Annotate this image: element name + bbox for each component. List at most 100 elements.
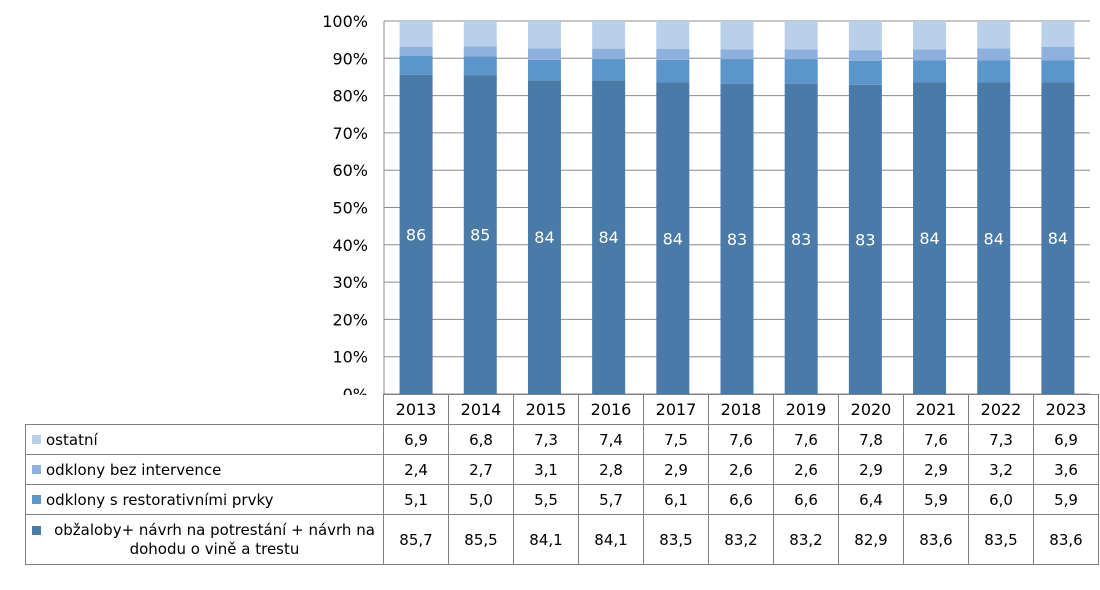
y-tick-label: 40% [332, 236, 368, 255]
bar-segment-1 [592, 59, 626, 81]
x-tick-label: 2014 [448, 394, 514, 425]
bar-2017: 84 [656, 21, 690, 395]
data-label: 84 [598, 228, 618, 247]
bar-segment-3 [977, 21, 1011, 49]
x-tick-label: 2013 [383, 394, 449, 425]
bar-segment-1 [1041, 60, 1075, 83]
bar-segment-3 [656, 21, 690, 49]
legend-label: ostatní [46, 430, 98, 449]
y-tick-label: 80% [332, 87, 368, 106]
table-cell: 6,0 [968, 484, 1034, 515]
table-cell: 6,9 [1033, 424, 1099, 455]
bar-segment-2 [720, 49, 754, 60]
y-tick-label: 20% [332, 310, 368, 329]
x-tick-label: 2022 [968, 394, 1034, 425]
table-cell: 2,4 [383, 454, 449, 485]
table-cell: 83,2 [708, 514, 774, 565]
bar-segment-0 [399, 74, 433, 395]
table-cell: 5,9 [903, 484, 969, 515]
y-tick-label: 70% [332, 124, 368, 143]
table-cell: 2,9 [643, 454, 709, 485]
table-cell: 5,9 [1033, 484, 1099, 515]
data-table: 2013 2014 2015 2016 2017 2018 2019 2020 2021 2022… [25, 394, 1099, 565]
bar-segment-2 [399, 46, 433, 56]
bar-segment-3 [720, 21, 754, 50]
x-tick-label: 2021 [903, 394, 969, 425]
bar-2014: 85 [463, 21, 497, 395]
bar-2015: 84 [527, 21, 561, 394]
table-cell: 83,5 [643, 514, 709, 565]
table-cell: 2,8 [578, 454, 644, 485]
legend-swatch [32, 434, 41, 444]
bar-2020: 83 [848, 21, 882, 395]
bar-segment-1 [656, 59, 690, 83]
table-cell: 84,1 [578, 514, 644, 565]
bar-2023: 84 [1041, 21, 1075, 394]
legend-swatch [32, 525, 41, 535]
y-tick-label: 90% [332, 49, 368, 68]
bar-2022: 84 [977, 21, 1011, 395]
y-axis: 0% 10% 20% 30% 40% 50% 60% 70% 80% 90% 100% [322, 12, 385, 395]
y-tick-label: 100% [322, 12, 368, 31]
table-cell: 6,8 [448, 424, 514, 455]
bar-segment-3 [848, 21, 882, 51]
bar-segment-1 [977, 60, 1011, 83]
bar-segment-1 [527, 59, 561, 81]
x-tick-label: 2018 [708, 394, 774, 425]
bar-2013: 86 [399, 21, 433, 395]
bar-segment-3 [784, 21, 818, 50]
bar-segment-0 [913, 82, 947, 394]
table-cell: 5,0 [448, 484, 514, 515]
data-label: 84 [1048, 229, 1068, 248]
bar-2021: 84 [913, 21, 947, 394]
bar-segment-2 [463, 46, 497, 57]
data-label: 85 [470, 226, 490, 245]
table-cell: 3,2 [968, 454, 1034, 485]
bar-segment-3 [592, 21, 626, 49]
x-tick-label: 2019 [773, 394, 839, 425]
x-tick-label: 2017 [643, 394, 709, 425]
table-cell: 7,3 [513, 424, 579, 455]
data-label: 84 [919, 229, 939, 248]
table-cell: 7,3 [968, 424, 1034, 455]
legend-swatch [32, 464, 41, 474]
table-cell: 2,9 [838, 454, 904, 485]
table-cell: 85,5 [448, 514, 514, 565]
data-label: 84 [534, 228, 554, 247]
bar-2018: 83 [720, 21, 754, 394]
table-cell: 85,7 [383, 514, 449, 565]
table-row: odklony s restorativními prvky 5,1 5,0 5,5 5… [25, 484, 1099, 515]
table-cell: 3,1 [513, 454, 579, 485]
table-cell: 7,8 [838, 424, 904, 455]
bar-segment-1 [399, 55, 433, 75]
bar-segment-1 [913, 60, 947, 83]
bar-segment-3 [1041, 21, 1075, 47]
bar-segment-2 [1041, 46, 1075, 61]
bar-segment-0 [463, 75, 497, 395]
data-label: 84 [663, 229, 683, 248]
data-label: 83 [855, 230, 875, 249]
data-label: 84 [984, 229, 1004, 248]
bar-segment-2 [784, 49, 818, 60]
table-cell: 2,6 [773, 454, 839, 485]
bar-segment-2 [592, 48, 626, 60]
table-cell: 7,6 [708, 424, 774, 455]
bar-segment-0 [848, 84, 882, 395]
table-cell: 5,5 [513, 484, 579, 515]
bar-segment-0 [977, 82, 1011, 395]
y-tick-label: 0% [343, 385, 368, 395]
bar-segment-3 [913, 21, 947, 50]
x-tick-label: 2020 [838, 394, 904, 425]
legend-swatch [32, 494, 41, 504]
table-row: obžaloby+ návrh na potrestání + návrh na… [25, 514, 1099, 565]
bar-segment-1 [848, 60, 882, 85]
table-cell: 83,6 [903, 514, 969, 565]
bar-2019: 83 [784, 21, 818, 394]
table-cell: 5,7 [578, 484, 644, 515]
bar-segment-0 [656, 82, 690, 395]
stacked-bar-chart: 0% 10% 20% 30% 40% 50% 60% 70% 80% 90% 100% 86 85 84… [322, 12, 1090, 395]
table-cell: 6,4 [838, 484, 904, 515]
bar-segment-1 [720, 59, 754, 84]
table-row: odklony bez intervence 2,4 2,7 3,1 2,8 2,9 2,6… [25, 454, 1099, 485]
legend-entry: odklony bez intervence [25, 454, 384, 485]
